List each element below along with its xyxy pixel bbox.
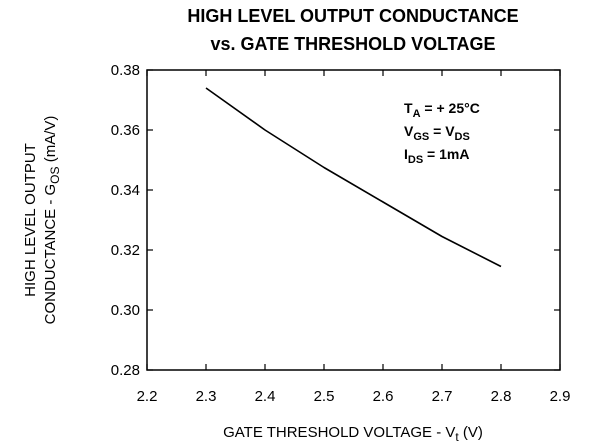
x-tick-label: 2.7: [432, 388, 453, 405]
conditions-annotation: TA = + 25°C VGS = VDS IDS = 1mA: [404, 100, 480, 166]
y-axis-label: HIGH LEVEL OUTPUT CONDUCTANCE - GOS (mA/…: [22, 116, 62, 325]
ticks-layer: 2.2 2.3 2.4 2.5 2.6 2.7 2.8 2.9 0.28 0.30 0.32 0.34…: [111, 62, 571, 405]
y-tick-label: 0.30: [111, 302, 140, 319]
x-tick-label: 2.3: [196, 388, 217, 405]
y-tick-label: 0.38: [111, 62, 140, 79]
y-tick-label: 0.36: [111, 122, 140, 139]
annotation-ta: TA = + 25°C: [404, 100, 480, 120]
x-tick-label: 2.5: [314, 388, 335, 405]
x-axis-label: GATE THRESHOLD VOLTAGE - Vt (V): [223, 424, 483, 444]
series-layer: [205, 87, 502, 268]
x-tick-label: 2.9: [550, 388, 571, 405]
plot-frame: [146, 69, 561, 371]
series-line: [205, 87, 502, 268]
annotation-ids: IDS = 1mA: [404, 146, 469, 166]
y-axis-label-line-2: CONDUCTANCE - GOS (mA/V): [42, 116, 62, 325]
x-tick-label: 2.2: [137, 388, 158, 405]
x-tick-label: 2.4: [255, 388, 276, 405]
chart-title-line-1: HIGH LEVEL OUTPUT CONDUCTANCE: [187, 6, 518, 26]
x-tick-label: 2.8: [491, 388, 512, 405]
y-tick-label: 0.32: [111, 242, 140, 259]
x-tick-label: 2.6: [373, 388, 394, 405]
y-axis-label-line-1: HIGH LEVEL OUTPUT: [22, 143, 39, 297]
y-tick-label: 0.34: [111, 182, 140, 199]
chart-title-line-2: vs. GATE THRESHOLD VOLTAGE: [210, 34, 495, 54]
annotation-vgs: VGS = VDS: [404, 123, 470, 143]
y-tick-label: 0.28: [111, 362, 140, 379]
